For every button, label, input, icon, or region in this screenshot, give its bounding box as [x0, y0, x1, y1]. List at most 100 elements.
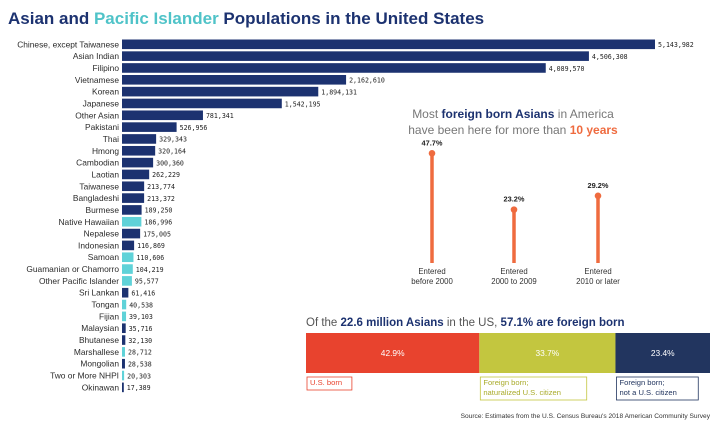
bar-12 — [122, 181, 145, 192]
bar-20 — [122, 276, 132, 286]
category-label: Okinawan — [82, 382, 120, 392]
bar-7 — [122, 122, 177, 132]
bar-19 — [122, 264, 133, 274]
lollipop-head — [594, 192, 602, 200]
bar-27 — [122, 358, 125, 369]
stacked-segment — [479, 333, 616, 373]
bar-26 — [122, 347, 125, 357]
category-label: Guamanian or Chamorro — [26, 264, 119, 274]
lollipop-title-d: have been here for more than — [408, 123, 569, 137]
bar-8 — [122, 134, 157, 144]
lollipop-value-label: 29.2% — [588, 181, 609, 190]
legend-label: not a U.S. citizen — [619, 388, 676, 397]
stacked-title-c: in the US, — [444, 317, 501, 329]
category-label: Filipino — [92, 63, 119, 73]
value-label: 175,005 — [143, 230, 171, 238]
value-label: 116,869 — [137, 242, 165, 250]
lollipop-category-label: before 2000 — [411, 277, 453, 286]
lollipop-title-line2: have been here for more than 10 years — [408, 123, 618, 137]
value-label: 4,089,570 — [549, 65, 585, 73]
category-label: Nepalese — [84, 229, 120, 239]
stacked-title-d: 57.1% are foreign born — [501, 317, 625, 329]
bar-9 — [122, 145, 156, 156]
segment-value-label: 33.7% — [536, 348, 560, 358]
bar-24 — [122, 323, 126, 334]
lollipop-value-label: 23.2% — [504, 195, 525, 204]
title-pacific-islander: Pacific Islander — [94, 9, 219, 28]
value-label: 35,716 — [129, 325, 153, 333]
category-label: Bhutanese — [79, 335, 119, 345]
value-label: 104,219 — [136, 266, 164, 274]
bar-3 — [122, 74, 347, 85]
lollipop-category-label: Entered — [418, 267, 445, 276]
stacked-title-a: Of the — [306, 317, 341, 329]
lollipop-head — [510, 206, 518, 213]
category-label: Japanese — [83, 98, 120, 108]
bar-21 — [122, 287, 129, 298]
lollipop-category-label: Entered — [584, 267, 611, 276]
category-label: Sri Lankan — [79, 288, 119, 298]
value-label: 32,130 — [128, 337, 152, 345]
legend-box — [479, 376, 588, 401]
legend-box — [616, 376, 699, 401]
category-label: Tongan — [92, 300, 120, 310]
value-label: 320,164 — [158, 148, 186, 156]
segment-value-label: 42.9% — [381, 348, 405, 358]
lollipop-title-line1: Most foreign born Asians in America — [412, 107, 614, 121]
value-label: 329,343 — [159, 136, 187, 144]
value-label: 28,712 — [128, 349, 152, 357]
value-label: 40,538 — [129, 301, 153, 309]
stacked-title: Of the 22.6 million Asians in the US, 57… — [306, 317, 625, 329]
category-label: Native Hawaiian — [58, 217, 119, 227]
category-label: Malaysian — [81, 323, 119, 333]
category-label: Taiwanese — [79, 181, 119, 191]
value-label: 110,606 — [136, 254, 164, 262]
lollipop-category-label: 2000 to 2009 — [491, 277, 537, 286]
value-label: 189,250 — [145, 207, 173, 215]
value-label: 262,229 — [152, 171, 180, 179]
title-rest: Populations in the United States — [219, 9, 484, 28]
category-label: Asian Indian — [73, 51, 119, 61]
value-label: 5,143,982 — [658, 41, 694, 49]
category-label: Marshallese — [74, 347, 119, 357]
bar-11 — [122, 169, 150, 180]
value-label: 1,542,195 — [285, 100, 321, 108]
value-label: 17,389 — [127, 384, 151, 392]
value-label: 95,577 — [135, 278, 159, 286]
value-label: 61,416 — [131, 290, 155, 298]
bar-17 — [122, 240, 135, 251]
title-and: and — [54, 9, 94, 28]
category-label: Two or More NHPI — [50, 371, 119, 381]
legend-label: U.S. born — [310, 378, 342, 387]
category-label: Laotian — [92, 169, 120, 179]
value-label: 186,996 — [144, 219, 172, 227]
lollipop-category-label: Entered — [500, 267, 527, 276]
bar-18 — [122, 252, 134, 263]
lollipop-title-b: foreign born Asians — [442, 107, 555, 121]
lollipop-title-a: Most — [412, 107, 441, 121]
value-label: 28,538 — [128, 361, 152, 369]
stacked-title-b: 22.6 million Asians — [341, 317, 444, 329]
value-label: 2,162,610 — [349, 77, 385, 85]
category-label: Other Asian — [75, 110, 119, 120]
bar-22 — [122, 299, 127, 310]
bar-25 — [122, 335, 126, 345]
category-label: Chinese, except Taiwanese — [17, 39, 119, 49]
legend-box — [306, 376, 353, 391]
legend-label: Foreign born; — [619, 378, 664, 387]
value-label: 1,894,131 — [321, 88, 357, 96]
value-label: 213,774 — [147, 183, 175, 191]
category-label: Korean — [92, 87, 119, 97]
segment-value-label: 23.4% — [651, 348, 675, 358]
bar-28 — [122, 370, 125, 381]
stacked-segment — [306, 333, 480, 373]
source-note: Source: Estimates from the U.S. Census B… — [461, 413, 711, 420]
bar-5 — [122, 98, 282, 109]
category-label: Other Pacific Islander — [39, 276, 119, 286]
lollipop-head — [428, 149, 436, 157]
bar-4 — [122, 86, 319, 97]
bar-6 — [122, 110, 203, 121]
value-label: 20,303 — [127, 372, 151, 380]
